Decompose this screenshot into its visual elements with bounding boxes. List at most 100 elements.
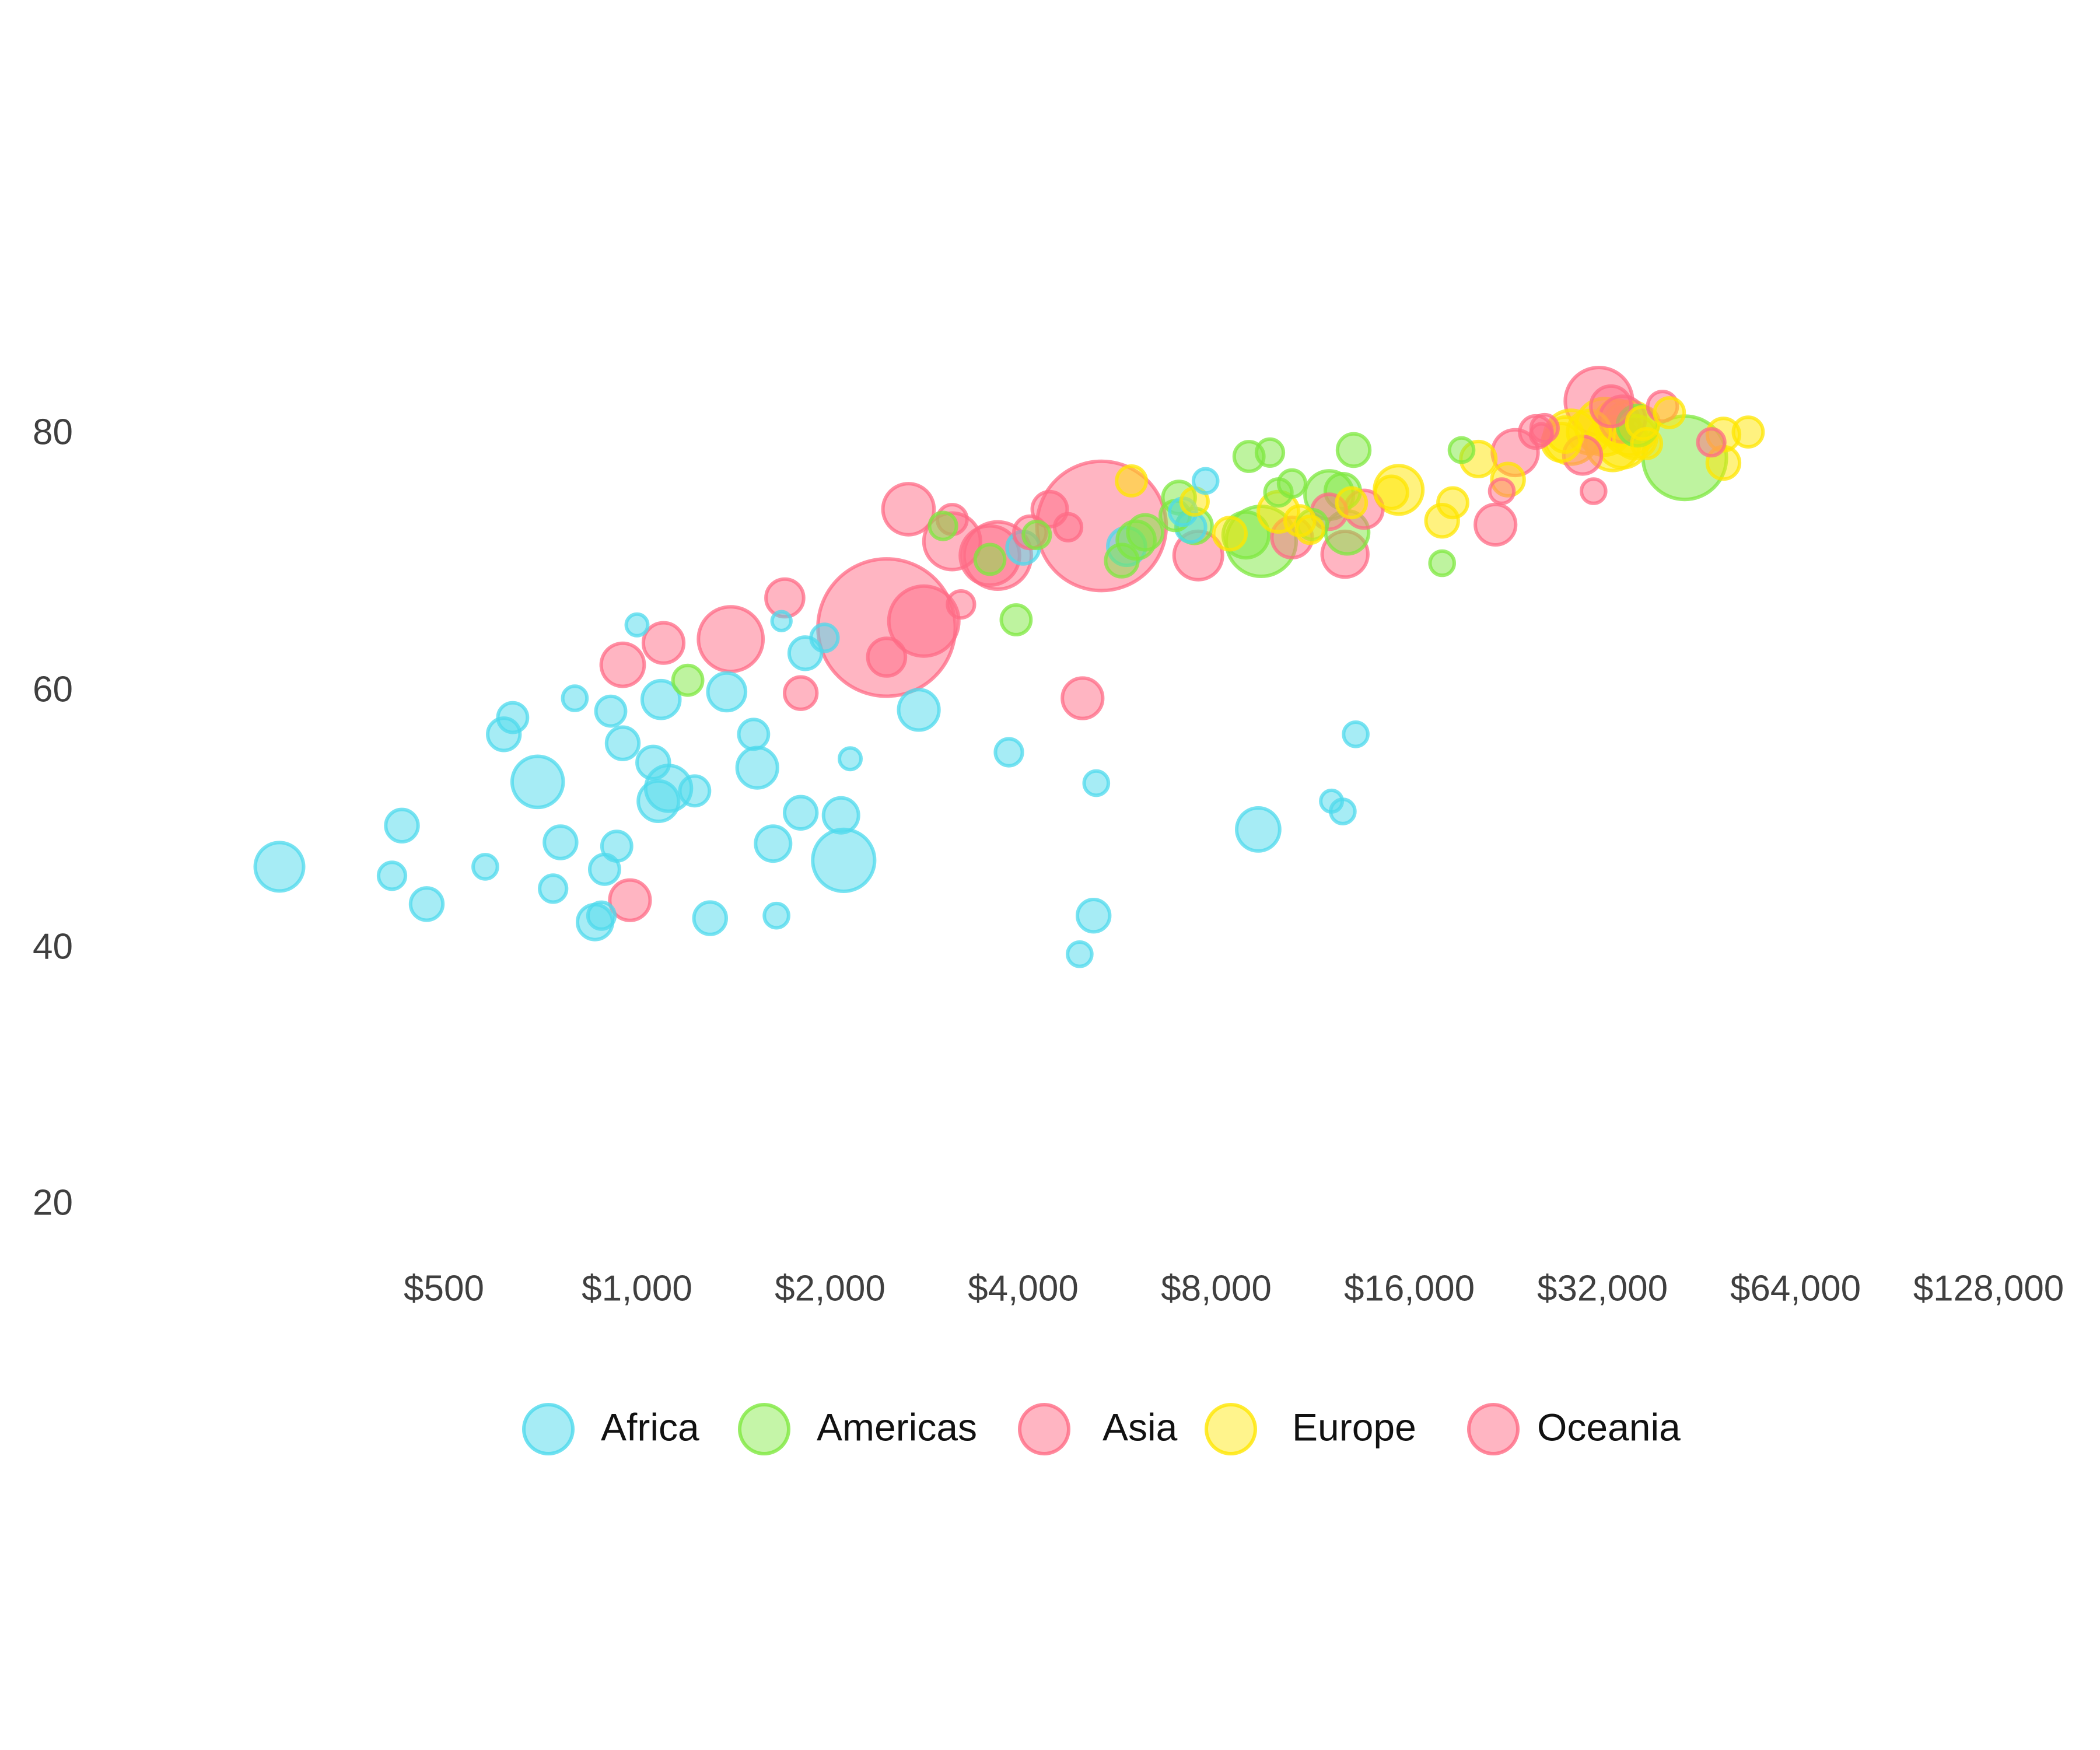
bubble-americas[interactable] (1126, 513, 1165, 552)
bubble-africa[interactable] (678, 774, 712, 808)
bubble-africa[interactable] (538, 873, 569, 904)
bubble-africa[interactable] (604, 725, 641, 761)
bubble-europe[interactable] (1630, 427, 1664, 460)
y-tick-label: 20 (33, 1182, 73, 1223)
bubble-europe[interactable] (1115, 464, 1148, 498)
bubble-americas[interactable] (671, 663, 705, 697)
bubble-africa[interactable] (762, 901, 790, 930)
bubble-africa[interactable] (376, 860, 408, 891)
bubble-africa[interactable] (838, 746, 863, 772)
bubble-americas[interactable] (1254, 437, 1286, 468)
legend-item-europe[interactable]: Europe (1205, 1403, 1416, 1455)
bubble-africa[interactable] (471, 853, 499, 881)
legend-label-africa: Africa (601, 1405, 699, 1448)
bubble-asia[interactable] (1474, 502, 1518, 547)
bubble-asia[interactable] (1580, 477, 1608, 505)
bubble-africa[interactable] (636, 779, 681, 824)
bubble-africa[interactable] (1066, 940, 1094, 968)
bubble-americas[interactable] (1447, 436, 1476, 464)
bubble-americas[interactable] (1276, 468, 1307, 499)
bubble-asia[interactable] (608, 878, 652, 922)
bubble-asia[interactable] (946, 589, 977, 620)
bubble-africa[interactable] (754, 824, 793, 863)
bubble-africa[interactable] (586, 900, 617, 931)
bubble-asia[interactable] (599, 641, 646, 688)
bubble-americas[interactable] (928, 510, 958, 541)
bubble-africa[interactable] (1082, 769, 1111, 797)
bubble-africa[interactable] (897, 688, 941, 732)
x-tick-label: $2,000 (775, 1268, 886, 1308)
bubble-africa[interactable] (811, 827, 877, 894)
bubble-americas[interactable] (1335, 432, 1372, 468)
bubble-africa[interactable] (735, 746, 779, 790)
bubble-africa[interactable] (809, 622, 840, 653)
bubble-africa[interactable] (692, 900, 729, 936)
bubble-americas[interactable] (973, 542, 1007, 576)
bubble-europe[interactable] (1653, 396, 1686, 429)
bubble-africa[interactable] (1342, 720, 1370, 748)
legend-label-europe: Europe (1292, 1405, 1416, 1448)
bubble-asia[interactable] (881, 482, 936, 537)
legend-label-asia: Asia (1102, 1405, 1178, 1448)
bubble-europe[interactable] (1731, 415, 1765, 449)
bubble-africa[interactable] (770, 610, 793, 632)
bubble-africa[interactable] (821, 796, 860, 835)
bubble-americas[interactable] (1104, 542, 1140, 579)
y-tick-label: 40 (33, 926, 73, 967)
bubble-africa[interactable] (510, 754, 565, 810)
bubble-europe[interactable] (1436, 486, 1469, 520)
bubble-africa[interactable] (384, 807, 420, 844)
bubble-africa[interactable] (1319, 788, 1345, 814)
bubble-africa[interactable] (783, 794, 819, 831)
legend-item-americas[interactable]: Americas (738, 1403, 977, 1455)
bubble-africa[interactable] (542, 824, 579, 860)
legend-swatch-asia (1018, 1403, 1070, 1455)
bubble-europe[interactable] (1294, 514, 1325, 545)
bubble-africa[interactable] (993, 737, 1024, 768)
legend-item-oceania[interactable]: Oceania (1467, 1403, 1681, 1455)
legend: Africa Americas Asia Europe Oceania (522, 1403, 1681, 1455)
legend-item-africa[interactable]: Africa (522, 1403, 699, 1455)
x-tick-label: $16,000 (1344, 1268, 1475, 1308)
legend-swatch-europe (1205, 1403, 1257, 1455)
x-tick-label: $4,000 (968, 1268, 1079, 1308)
bubble-africa[interactable] (594, 694, 628, 728)
bubble-asia[interactable] (1528, 422, 1554, 447)
bubble-asia[interactable] (1488, 477, 1516, 505)
bubble-africa[interactable] (1191, 467, 1220, 495)
bubble-asia[interactable] (1696, 427, 1727, 458)
bubble-americas[interactable] (1428, 549, 1456, 578)
x-tick-label: $32,000 (1537, 1268, 1668, 1308)
bubble-africa[interactable] (600, 830, 634, 863)
bubble-americas[interactable] (1021, 519, 1052, 551)
legend-swatch-oceania (1467, 1403, 1520, 1455)
legend-swatch-americas (738, 1403, 790, 1455)
bubble-africa[interactable] (496, 701, 530, 734)
bubble-africa[interactable] (408, 886, 445, 922)
bubble-africa[interactable] (640, 678, 682, 720)
bubble-europe[interactable] (1335, 486, 1368, 520)
bubble-asia[interactable] (1060, 676, 1105, 720)
bubble-asia[interactable] (866, 636, 908, 678)
bubble-africa[interactable] (737, 718, 771, 751)
bubble-asia[interactable] (1052, 512, 1084, 542)
bubble-africa[interactable] (253, 841, 306, 893)
bubble-africa[interactable] (1235, 806, 1282, 853)
bubble-europe[interactable] (1212, 516, 1248, 552)
bubble-americas[interactable] (999, 603, 1033, 636)
legend-item-asia[interactable]: Asia (1018, 1403, 1178, 1455)
x-tick-label: $8,000 (1161, 1268, 1272, 1308)
bubble-africa[interactable] (706, 671, 748, 713)
bubble-africa[interactable] (635, 744, 671, 781)
bubble-africa[interactable] (1076, 898, 1112, 934)
bubble-asia[interactable] (1589, 384, 1633, 429)
bubble-asia[interactable] (696, 605, 765, 673)
bubble-asia[interactable] (641, 621, 686, 665)
bubble-africa[interactable] (624, 612, 650, 638)
bubble-asia[interactable] (887, 584, 961, 658)
bubble-africa[interactable] (561, 684, 589, 712)
bubble-europe[interactable] (1373, 474, 1409, 510)
bubble-asia[interactable] (783, 675, 819, 711)
